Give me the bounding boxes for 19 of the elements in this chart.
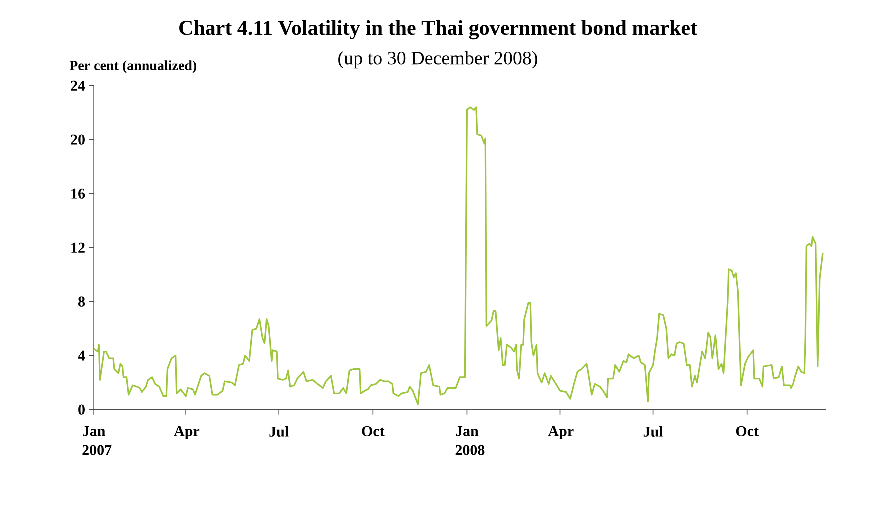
line-series xyxy=(93,106,824,406)
y-tick-label: 20 xyxy=(71,134,85,145)
y-tick-label: 0 xyxy=(78,404,85,415)
x-tick-label: Apr xyxy=(174,426,200,440)
x-tick-label: Jul xyxy=(644,426,664,437)
y-axis-title: Per cent (annualized) xyxy=(70,60,197,74)
chart-subtitle: (up to 30 December 2008) xyxy=(338,51,538,69)
x-tick-label: Apr xyxy=(548,426,574,440)
x-tick-label: Jan 2008 xyxy=(456,426,485,456)
y-tick-label: 4 xyxy=(78,350,86,361)
x-tick-label: Jan 2007 xyxy=(82,426,112,456)
y-tick-label: 8 xyxy=(78,296,86,307)
y-tick-label: 16 xyxy=(72,188,86,199)
x-tick-label: Oct xyxy=(736,426,759,436)
x-tick-label: Oct xyxy=(362,426,385,436)
y-tick-label: 24 xyxy=(71,80,86,91)
y-tick-label: 12 xyxy=(72,242,85,253)
chart-title: Chart 4.11 Volatility in the Thai government bond market xyxy=(180,20,698,40)
x-tick-label: Jul xyxy=(270,426,289,437)
